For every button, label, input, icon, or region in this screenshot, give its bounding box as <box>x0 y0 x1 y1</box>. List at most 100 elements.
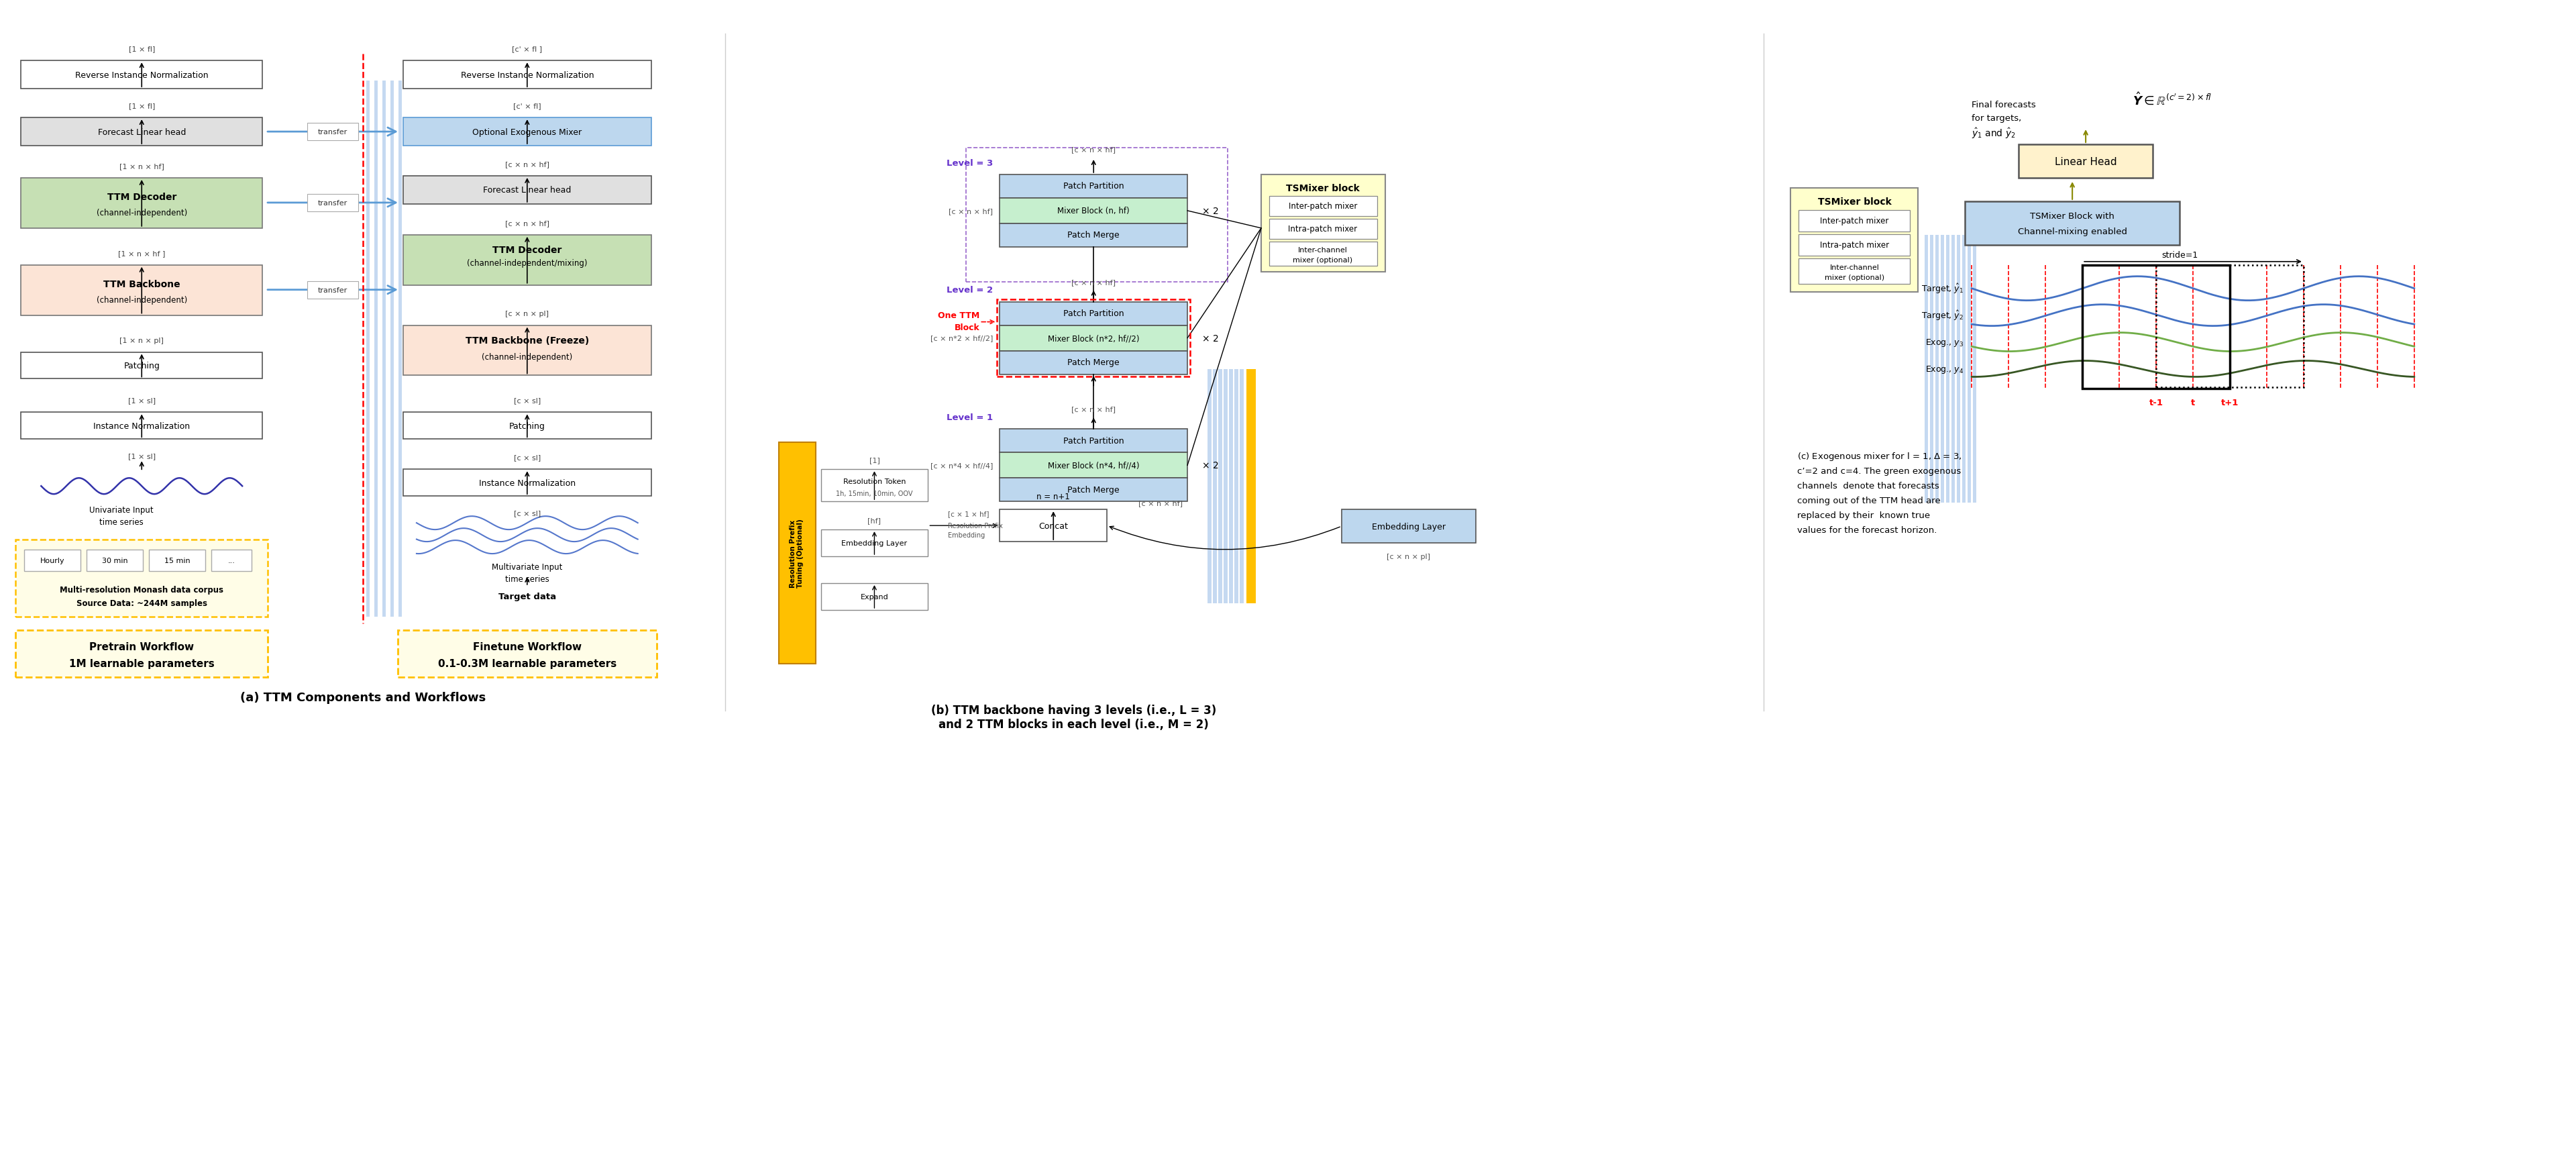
Text: Instance Normalization: Instance Normalization <box>479 479 574 488</box>
Bar <box>1270 196 1378 217</box>
Text: [c × n*4 × hf//4]: [c × n*4 × hf//4] <box>930 462 992 469</box>
Text: transfer: transfer <box>317 129 348 136</box>
Text: Pretrain Workflow: Pretrain Workflow <box>90 642 193 652</box>
Text: [c × n × pl]: [c × n × pl] <box>1386 554 1430 560</box>
Bar <box>1342 510 1476 543</box>
Text: × 2: × 2 <box>1203 333 1218 344</box>
Text: [hf]: [hf] <box>868 517 881 524</box>
Bar <box>402 326 652 375</box>
Text: 0.1-0.3M learnable parameters: 0.1-0.3M learnable parameters <box>438 659 616 669</box>
Text: Intra-patch mixer: Intra-patch mixer <box>1288 225 1358 233</box>
Bar <box>1968 236 1971 503</box>
Text: [c × n × pl]: [c × n × pl] <box>505 311 549 317</box>
Text: (channel-independent/mixing): (channel-independent/mixing) <box>466 259 587 267</box>
Bar <box>1247 369 1257 604</box>
Text: Target, $\hat{y}_2$: Target, $\hat{y}_2$ <box>1922 310 1963 323</box>
Bar <box>402 61 652 89</box>
Text: Embedding Layer: Embedding Layer <box>1373 522 1445 531</box>
Text: [c × n × hf]: [c × n × hf] <box>1072 147 1115 152</box>
Bar <box>1958 236 1960 503</box>
Text: stride=1: stride=1 <box>2161 251 2197 259</box>
Bar <box>999 303 1188 326</box>
Bar <box>1953 236 1955 503</box>
Bar <box>21 118 263 147</box>
Bar <box>822 583 927 610</box>
Bar <box>778 443 817 664</box>
Text: $\hat{\boldsymbol{Y}} \in \mathbb{R}^{(c^{\prime}=2)\times fl}$: $\hat{\boldsymbol{Y}} \in \mathbb{R}^{(c… <box>2133 93 2213 108</box>
Text: Resolution Prefix: Resolution Prefix <box>948 522 1002 529</box>
Bar <box>999 479 1188 502</box>
Text: [1 × n × hf ]: [1 × n × hf ] <box>118 250 165 257</box>
Bar <box>149 550 206 571</box>
Text: Inter-patch mixer: Inter-patch mixer <box>1288 202 1358 211</box>
Text: [1 × fl]: [1 × fl] <box>129 103 155 109</box>
Bar <box>366 81 368 617</box>
Text: [1 × sl]: [1 × sl] <box>129 453 155 460</box>
Bar <box>21 61 263 89</box>
Text: Univariate Input: Univariate Input <box>90 506 155 514</box>
Bar <box>1940 236 1945 503</box>
Text: TSMixer block: TSMixer block <box>1819 197 1891 206</box>
Text: Patching: Patching <box>124 361 160 371</box>
Text: transfer: transfer <box>317 287 348 293</box>
Text: Patch Merge: Patch Merge <box>1066 231 1121 239</box>
Text: Patch Partition: Patch Partition <box>1064 182 1123 191</box>
Text: [c × n × hf]: [c × n × hf] <box>1072 406 1115 413</box>
Text: Forecast Linear head: Forecast Linear head <box>484 187 572 195</box>
Bar <box>1929 236 1935 503</box>
Bar <box>1270 219 1378 239</box>
Text: Instance Normalization: Instance Normalization <box>93 422 191 430</box>
Text: Mixer Block (n, hf): Mixer Block (n, hf) <box>1059 206 1131 216</box>
Text: Patch Partition: Patch Partition <box>1064 310 1123 318</box>
Bar <box>21 178 263 229</box>
Text: [c × n × hf]: [c × n × hf] <box>1072 279 1115 285</box>
Bar <box>21 265 263 316</box>
Bar <box>1218 369 1221 604</box>
Text: Hourly: Hourly <box>41 557 64 564</box>
Text: [1 × fl]: [1 × fl] <box>129 46 155 53</box>
Text: [1]: [1] <box>868 457 881 463</box>
Text: × 2: × 2 <box>1203 461 1218 470</box>
Bar <box>1270 242 1378 266</box>
Text: Final forecasts: Final forecasts <box>1971 101 2035 109</box>
Text: Multivariate Input: Multivariate Input <box>492 562 562 571</box>
Bar <box>997 299 1190 378</box>
Text: Patch Partition: Patch Partition <box>1064 436 1123 446</box>
Bar <box>399 81 402 617</box>
Text: Embedding: Embedding <box>948 531 984 538</box>
Bar <box>1234 369 1239 604</box>
Text: [c × n*2 × hf//2]: [c × n*2 × hf//2] <box>930 335 992 341</box>
Text: TTM Backbone (Freeze): TTM Backbone (Freeze) <box>466 335 590 345</box>
Text: [c × 1 × hf]: [c × 1 × hf] <box>948 510 989 517</box>
Text: n = n+1: n = n+1 <box>1036 493 1069 501</box>
Bar <box>1239 369 1244 604</box>
Bar <box>1963 236 1965 503</box>
Bar <box>999 453 1188 479</box>
Text: Mixer Block (n*2, hf//2): Mixer Block (n*2, hf//2) <box>1048 334 1139 343</box>
Text: time series: time series <box>100 517 144 527</box>
Bar <box>822 530 927 557</box>
Text: Optional Exogenous Mixer: Optional Exogenous Mixer <box>471 128 582 136</box>
Text: [1 × sl]: [1 × sl] <box>129 398 155 404</box>
Text: Inter-channel: Inter-channel <box>1298 246 1347 253</box>
Text: Concat: Concat <box>1038 522 1069 530</box>
Text: Level = 1: Level = 1 <box>945 413 992 422</box>
Text: [c × n × hf]: [c × n × hf] <box>505 219 549 226</box>
Text: Exog., $y_3$: Exog., $y_3$ <box>1924 337 1963 348</box>
Bar <box>23 550 80 571</box>
Text: 15 min: 15 min <box>165 557 191 564</box>
Text: Patch Merge: Patch Merge <box>1066 486 1121 494</box>
Bar <box>999 224 1188 248</box>
Bar <box>21 352 263 379</box>
Text: Resolution Prefix
Tuning (Optional): Resolution Prefix Tuning (Optional) <box>788 518 804 588</box>
Bar <box>402 413 652 440</box>
Text: [c × n × hf]: [c × n × hf] <box>505 161 549 168</box>
Text: 1h, 15min, 10min, OOV: 1h, 15min, 10min, OOV <box>837 490 912 497</box>
Text: (channel-independent): (channel-independent) <box>95 296 188 305</box>
Text: [c × n × hf]: [c × n × hf] <box>1139 500 1182 507</box>
Bar <box>1213 369 1216 604</box>
Text: Level = 3: Level = 3 <box>945 158 992 168</box>
Text: Intra-patch mixer: Intra-patch mixer <box>1819 240 1888 250</box>
Text: Forecast Linear head: Forecast Linear head <box>98 128 185 136</box>
Text: channels  denote that forecasts: channels denote that forecasts <box>1798 481 1940 490</box>
